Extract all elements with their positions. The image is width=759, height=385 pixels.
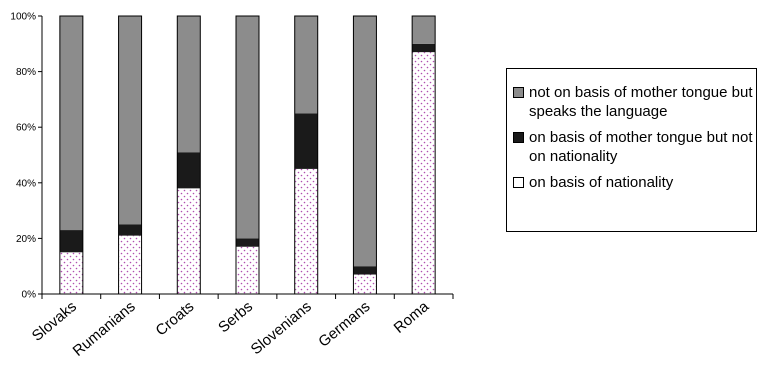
bar-segment-mother-tongue [353, 266, 377, 275]
bar-segment-speaks-language [353, 16, 377, 267]
legend-swatch-black [513, 132, 524, 143]
bar-segment-nationality [118, 235, 142, 294]
legend-label: on basis of nationality [529, 174, 674, 191]
legend-label: on basis of mother tongue but not on nat… [529, 129, 753, 165]
bar-segment-mother-tongue [118, 224, 142, 236]
bar-croats [176, 15, 201, 295]
bar-segment-mother-tongue [412, 43, 436, 53]
legend-item-nationality: on basis of nationality [513, 173, 756, 192]
bar-germans [352, 15, 377, 295]
bar-outline [176, 15, 201, 295]
bar-slovaks [59, 15, 84, 295]
bars [59, 15, 436, 295]
bar-segment-nationality [236, 246, 259, 294]
bar-segment-speaks-language [294, 16, 318, 114]
bar-slovenians [294, 15, 319, 295]
bar-segment-speaks-language [236, 16, 259, 239]
x-tick-label: Slovaks [29, 298, 80, 345]
bar-outline [294, 15, 319, 295]
bar-segment-speaks-language [118, 16, 142, 225]
bar-serbs [235, 15, 260, 295]
bar-segment-nationality [353, 274, 377, 294]
x-tick-label: Croats [153, 298, 198, 339]
bar-segment-nationality [294, 168, 318, 294]
legend-swatch-grey [513, 87, 524, 98]
bar-outline [411, 15, 436, 295]
bar-segment-nationality [177, 188, 201, 294]
axes [38, 15, 454, 299]
bar-segment-mother-tongue [236, 238, 259, 247]
bar-segment-mother-tongue [294, 113, 318, 169]
bar-outline [118, 15, 143, 295]
legend: not on basis of mother tongue but speaks… [506, 68, 757, 232]
bar-outline [352, 15, 377, 295]
bar-segment-nationality [412, 52, 436, 294]
bar-outline [59, 15, 84, 295]
bar-outline [235, 15, 260, 295]
y-tick-label: 100% [10, 12, 36, 23]
x-tick-label: Slovenians [248, 298, 315, 358]
legend-label: not on basis of mother tongue but speaks… [529, 84, 753, 120]
x-tick-label: Rumanians [70, 298, 139, 360]
bar-segment-mother-tongue [59, 230, 83, 253]
bar-segment-speaks-language [412, 16, 436, 44]
bar-segment-speaks-language [177, 16, 201, 153]
bar-segment-nationality [59, 252, 83, 294]
legend-swatch-dotted [513, 177, 524, 188]
legend-item-mother-tongue: on basis of mother tongue but not on nat… [513, 128, 756, 166]
x-tick-label: Serbs [215, 298, 256, 336]
bar-roma [411, 15, 436, 295]
y-tick-label: 80% [16, 67, 36, 78]
y-tick-label: 60% [16, 123, 36, 134]
x-tick-label: Roma [391, 298, 433, 337]
bar-segment-speaks-language [59, 16, 83, 231]
y-tick-label: 0% [22, 290, 37, 301]
bar-segment-mother-tongue [177, 152, 201, 189]
y-tick-label: 20% [16, 234, 36, 245]
y-tick-label: 40% [16, 178, 36, 189]
x-tick-label: Germans [315, 298, 373, 351]
legend-item-speaks-language: not on basis of mother tongue but speaks… [513, 83, 756, 121]
bar-rumanians [118, 15, 143, 295]
